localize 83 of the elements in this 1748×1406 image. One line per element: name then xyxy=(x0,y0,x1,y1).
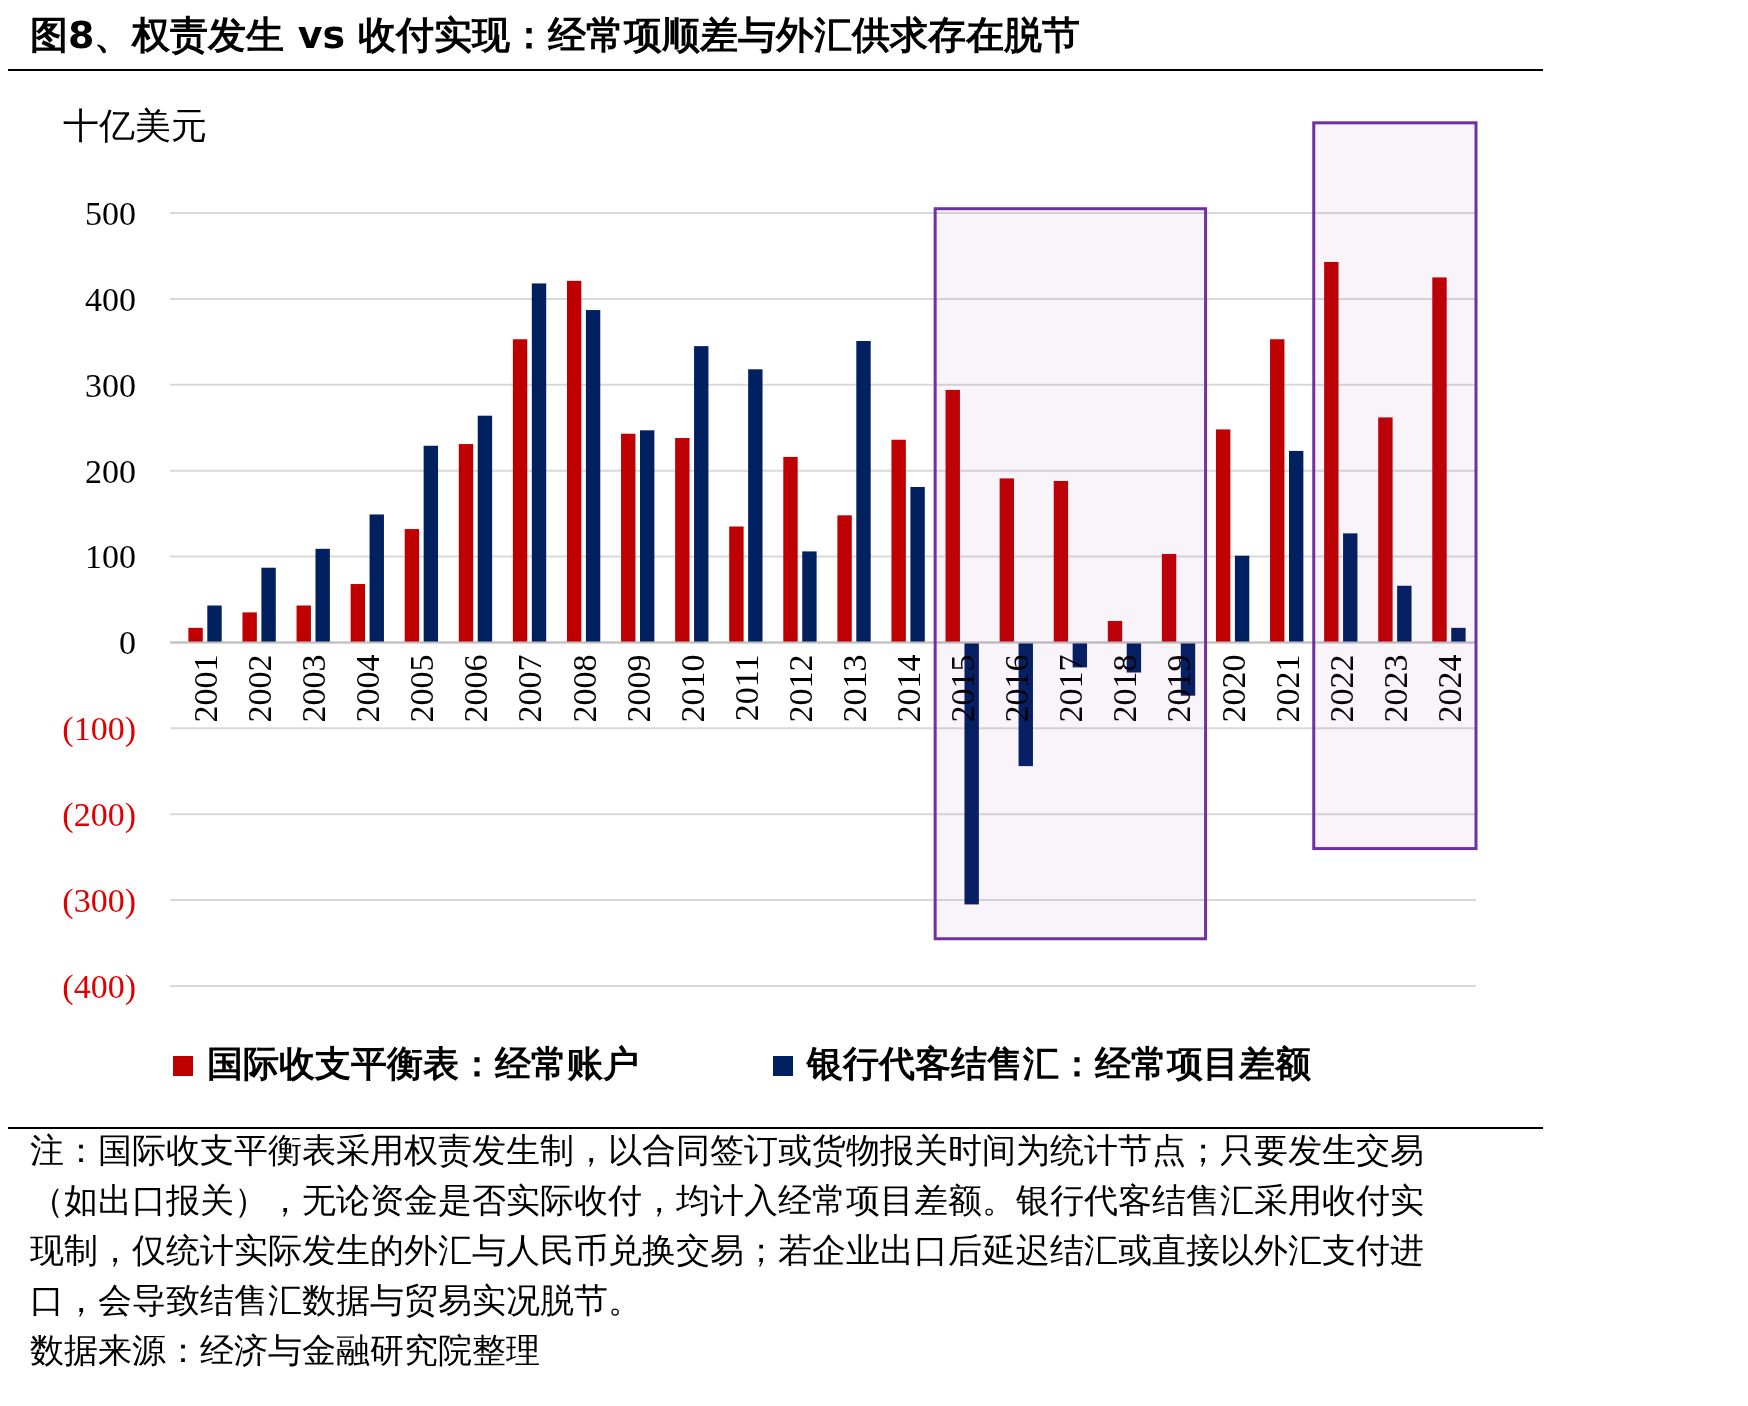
bar xyxy=(477,415,493,643)
y-tick-label: (300) xyxy=(62,882,136,921)
x-tick-label: 2002 xyxy=(241,654,279,723)
bar xyxy=(1107,620,1123,643)
bar xyxy=(296,605,311,643)
bar xyxy=(639,430,655,643)
x-tick-label: 2022 xyxy=(1322,654,1360,723)
bar xyxy=(748,369,763,643)
bar xyxy=(694,346,709,643)
bar xyxy=(566,280,582,643)
bar xyxy=(999,478,1015,643)
bar xyxy=(1161,553,1177,643)
x-tick-label: 2021 xyxy=(1268,654,1306,723)
bar xyxy=(802,551,817,643)
bar xyxy=(188,627,203,643)
x-tick-label: 2003 xyxy=(295,654,333,723)
bar xyxy=(910,486,925,643)
bar xyxy=(242,612,257,643)
x-tick-label: 2005 xyxy=(403,654,441,723)
y-tick-label: 200 xyxy=(85,452,136,490)
x-tick-label: 2017 xyxy=(1052,654,1090,723)
y-tick-label: (100) xyxy=(62,710,136,749)
bar xyxy=(1378,417,1393,643)
y-tick-label: 500 xyxy=(85,194,136,232)
source-note: 数据来源：经济与金融研究院整理 xyxy=(30,1330,540,1370)
bar xyxy=(1234,555,1250,643)
x-tick-label: 2006 xyxy=(457,654,495,723)
x-tick-label: 2019 xyxy=(1160,654,1198,723)
legend-label: 国际收支平衡表：经常账户 xyxy=(207,1044,639,1084)
x-tick-label: 2015 xyxy=(944,654,982,723)
bar xyxy=(783,456,798,643)
x-tick-label: 2001 xyxy=(186,654,224,723)
y-tick-label: 100 xyxy=(85,538,136,576)
y-tick-label: 0 xyxy=(119,624,136,662)
y-tick-label: (200) xyxy=(62,796,136,835)
bar xyxy=(1432,277,1447,643)
bar xyxy=(945,389,960,643)
bar xyxy=(261,567,276,643)
bar xyxy=(315,548,330,643)
bar xyxy=(512,339,528,643)
x-tick-label: 2012 xyxy=(781,654,819,723)
x-tick-label: 2020 xyxy=(1214,654,1252,723)
x-tick-label: 2014 xyxy=(890,654,928,723)
bar xyxy=(404,529,420,643)
x-tick-label: 2004 xyxy=(349,654,387,723)
bar xyxy=(1053,480,1069,643)
bar xyxy=(837,515,852,643)
bar xyxy=(207,605,222,643)
bar xyxy=(585,310,601,643)
y-tick-label: (400) xyxy=(62,967,136,1006)
legend-label: 银行代客结售汇：经常项目差额 xyxy=(805,1044,1311,1084)
x-tick-label: 2011 xyxy=(727,654,765,722)
x-tick-label: 2018 xyxy=(1106,654,1144,723)
x-tick-label: 2010 xyxy=(673,654,711,723)
bar xyxy=(1451,627,1466,643)
x-tick-label: 2008 xyxy=(565,654,603,723)
y-tick-label: 300 xyxy=(85,366,136,404)
text: 注：国际收支平衡表采用权责发生制，以合同签订或货物报关时间为统计节点；只要发生交易（如出口报关），无论资金是否实际收付，均计入经常项目差额。银行代客结售汇采用收付实现制，仅统计实际发生的外汇与人民币兑换交易；若企业出口后延迟结汇或直接以外汇支付进口，会导致结售汇数据与贸易实况脱节。 xyxy=(30,1130,1424,1320)
bar xyxy=(891,439,906,643)
bar xyxy=(1215,429,1231,643)
chart-title: 图8、权责发生 vs 收付实现：经常项顺差与外汇供求存在脱节 xyxy=(30,13,1081,57)
bar xyxy=(1270,339,1285,643)
bar xyxy=(729,526,744,643)
bar xyxy=(1324,261,1339,643)
x-tick-label: 2023 xyxy=(1376,654,1414,723)
bar xyxy=(350,584,366,643)
x-tick-label: 2016 xyxy=(998,654,1036,723)
bar xyxy=(621,433,636,643)
bar xyxy=(856,340,871,643)
x-tick-label: 2024 xyxy=(1430,654,1468,723)
bar xyxy=(423,445,439,643)
bar xyxy=(369,514,384,643)
x-tick-label: 2009 xyxy=(619,654,657,723)
x-tick-label: 2013 xyxy=(835,654,873,723)
bar xyxy=(531,283,547,643)
bar xyxy=(1288,450,1304,643)
bar xyxy=(458,444,474,643)
bar xyxy=(675,438,690,643)
x-tick-label: 2007 xyxy=(511,654,549,723)
y-axis-title: 十亿美元 xyxy=(63,106,207,146)
bar xyxy=(1397,585,1412,643)
y-tick-label: 400 xyxy=(85,280,136,318)
bar xyxy=(1343,533,1358,643)
